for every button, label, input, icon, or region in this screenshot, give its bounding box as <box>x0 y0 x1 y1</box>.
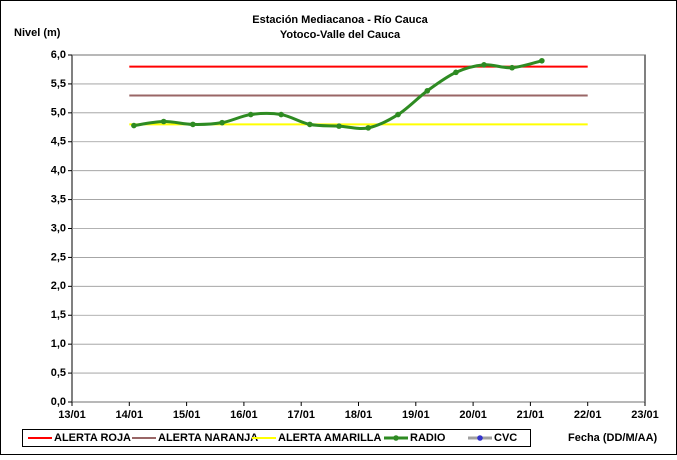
legend-label: CVC <box>494 432 517 444</box>
x-tick-label: 22/01 <box>574 409 602 421</box>
x-tick-label: 14/01 <box>116 409 144 421</box>
marker <box>278 111 284 118</box>
y-axis-label: Nivel (m) <box>14 27 61 39</box>
x-tick-label: 21/01 <box>517 409 545 421</box>
x-tick-label: 23/01 <box>631 409 659 421</box>
marker <box>365 125 372 131</box>
legend-label: RADIO <box>410 432 446 444</box>
legend-label: ALERTA NARANJA <box>158 432 258 444</box>
marker <box>219 119 225 126</box>
marker <box>539 57 545 64</box>
marker <box>336 123 342 129</box>
marker <box>306 121 313 128</box>
legend-marker <box>477 435 483 441</box>
x-tick-label: 18/01 <box>345 409 373 421</box>
marker <box>481 62 487 68</box>
y-tick-label: 6,0 <box>51 49 66 61</box>
x-tick-label: 13/01 <box>58 409 86 421</box>
y-tick-label: 1,5 <box>51 309 66 321</box>
marker <box>247 111 254 118</box>
marker <box>424 88 431 94</box>
y-tick-label: 3,5 <box>51 193 66 205</box>
y-tick-label: 5,5 <box>51 78 66 90</box>
y-tick-label: 4,5 <box>51 136 66 148</box>
marker <box>190 121 196 128</box>
legend-label: ALERTA AMARILLA <box>278 432 382 444</box>
x-tick-label: 15/01 <box>173 409 201 421</box>
x-tick-label: 16/01 <box>230 409 258 421</box>
marker <box>131 122 137 129</box>
marker <box>453 69 459 76</box>
x-tick-label: 17/01 <box>287 409 315 421</box>
y-tick-label: 1,0 <box>51 338 66 350</box>
y-tick-label: 2,5 <box>51 251 66 263</box>
y-tick-label: 5,0 <box>51 107 66 119</box>
legend-label: ALERTA ROJA <box>54 432 131 444</box>
y-tick-label: 4,0 <box>51 165 66 177</box>
marker <box>509 64 515 71</box>
marker <box>160 118 167 125</box>
y-tick-label: 2,0 <box>51 280 66 292</box>
y-tick-label: 0,0 <box>51 396 66 408</box>
legend-marker <box>393 435 399 441</box>
y-tick-label: 3,0 <box>51 222 66 234</box>
x-tick-label: 19/01 <box>402 409 430 421</box>
x-axis-label: Fecha (DD/M/AA) <box>568 432 658 444</box>
chart-title: Estación Mediacanoa - Río Cauca <box>252 14 428 26</box>
chart-subtitle: Yotoco-Valle del Cauca <box>280 29 401 41</box>
marker <box>395 111 401 118</box>
x-tick-label: 20/01 <box>459 409 487 421</box>
y-tick-label: 0,5 <box>51 367 66 379</box>
legend-box <box>22 429 531 447</box>
